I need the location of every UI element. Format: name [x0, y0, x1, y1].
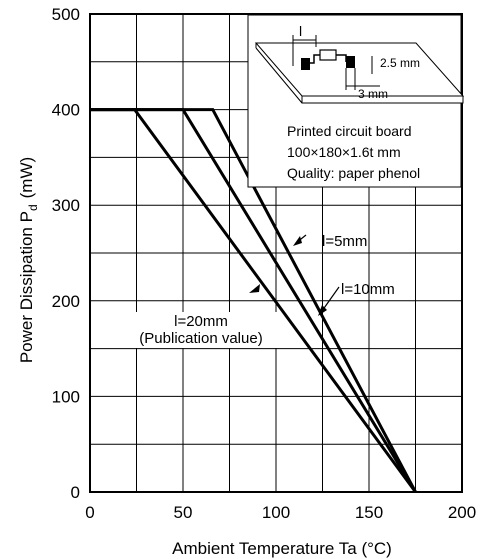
dim-3-label: 3 mm [358, 87, 388, 101]
x-tick-label: 50 [174, 503, 193, 522]
arrow-l20 [249, 284, 260, 293]
y-tick-label: 400 [52, 101, 80, 120]
x-tick-label: 150 [355, 503, 383, 522]
y-axis-title: Power Dissipation Pd (mW) [17, 157, 40, 363]
dim-25-label: 2.5 mm [380, 56, 420, 70]
series-line-3 [90, 108, 417, 493]
x-tick-label: 0 [85, 503, 94, 522]
inset-box: l 2.5 mm 3 mm Printed circuit board 100×… [247, 14, 465, 188]
y-tick-label: 100 [52, 387, 80, 406]
inset-line-3: Quality: paper phenol [287, 165, 420, 181]
inset-line-2: 100×180×1.6t mm [287, 144, 401, 160]
arrow-l5 [293, 236, 302, 246]
x-tick-label: 100 [262, 503, 290, 522]
y-tick-label: 300 [52, 196, 80, 215]
x-axis-title: Ambient Temperature Ta (°C) [172, 539, 392, 558]
pad-right [346, 56, 355, 68]
trace-right [336, 54, 347, 62]
y-tick-label: 0 [71, 483, 80, 502]
y-axis-title-unit: (mW) [17, 157, 36, 199]
tick-labels: 0 50 100 150 200 0 100 200 300 400 500 [52, 5, 477, 522]
dim-l-label: l [299, 23, 302, 39]
x-tick-label: 200 [448, 503, 476, 522]
y-tick-label: 200 [52, 292, 80, 311]
y-tick-label: 500 [52, 5, 80, 24]
series-layer [90, 108, 417, 493]
y-axis-title-subscript: d [26, 204, 40, 211]
pcb-edge-slope [255, 47, 303, 104]
trace-left [310, 54, 320, 64]
y-axis-title-main: Power Dissipation P [17, 211, 36, 363]
plot-frame [89, 13, 463, 493]
pointer-l10 [321, 286, 340, 312]
pcb-edge [301, 95, 464, 104]
pad-left [301, 58, 310, 70]
label-l10: l=10mm [341, 281, 395, 298]
label-l5: l=5mm [322, 233, 367, 250]
component-body [319, 49, 337, 61]
label-l20-bg [122, 312, 280, 348]
label-l20-line1: l=20mm [174, 313, 228, 330]
inset-line-1: Printed circuit board [287, 123, 412, 139]
arrow-l10 [318, 305, 327, 316]
label-l20-line2: (Publication value) [139, 330, 262, 347]
